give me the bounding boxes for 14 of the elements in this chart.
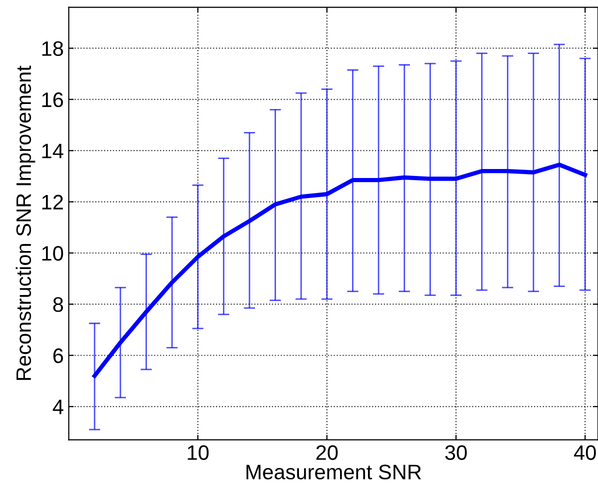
y-tick-label: 12 (42, 194, 63, 210)
x-tick-label: 30 (445, 445, 467, 460)
y-tick-label: 18 (42, 41, 64, 56)
y-tick-label: 8 (53, 297, 64, 312)
y-tick-label: 16 (42, 92, 63, 108)
y-axis-title: Reconstruction SNR Improvement (16, 66, 36, 380)
y-tick-label: 10 (42, 246, 64, 261)
y-tick-label: 6 (53, 348, 63, 364)
y-tick-label: 4 (52, 400, 64, 414)
x-tick-label: 20 (316, 445, 338, 460)
y-tick-label: 14 (42, 144, 64, 158)
x-axis-title: Measurement SNR (246, 464, 421, 480)
x-tick-label: 40 (574, 445, 596, 460)
x-tick-label: 10 (188, 445, 209, 460)
